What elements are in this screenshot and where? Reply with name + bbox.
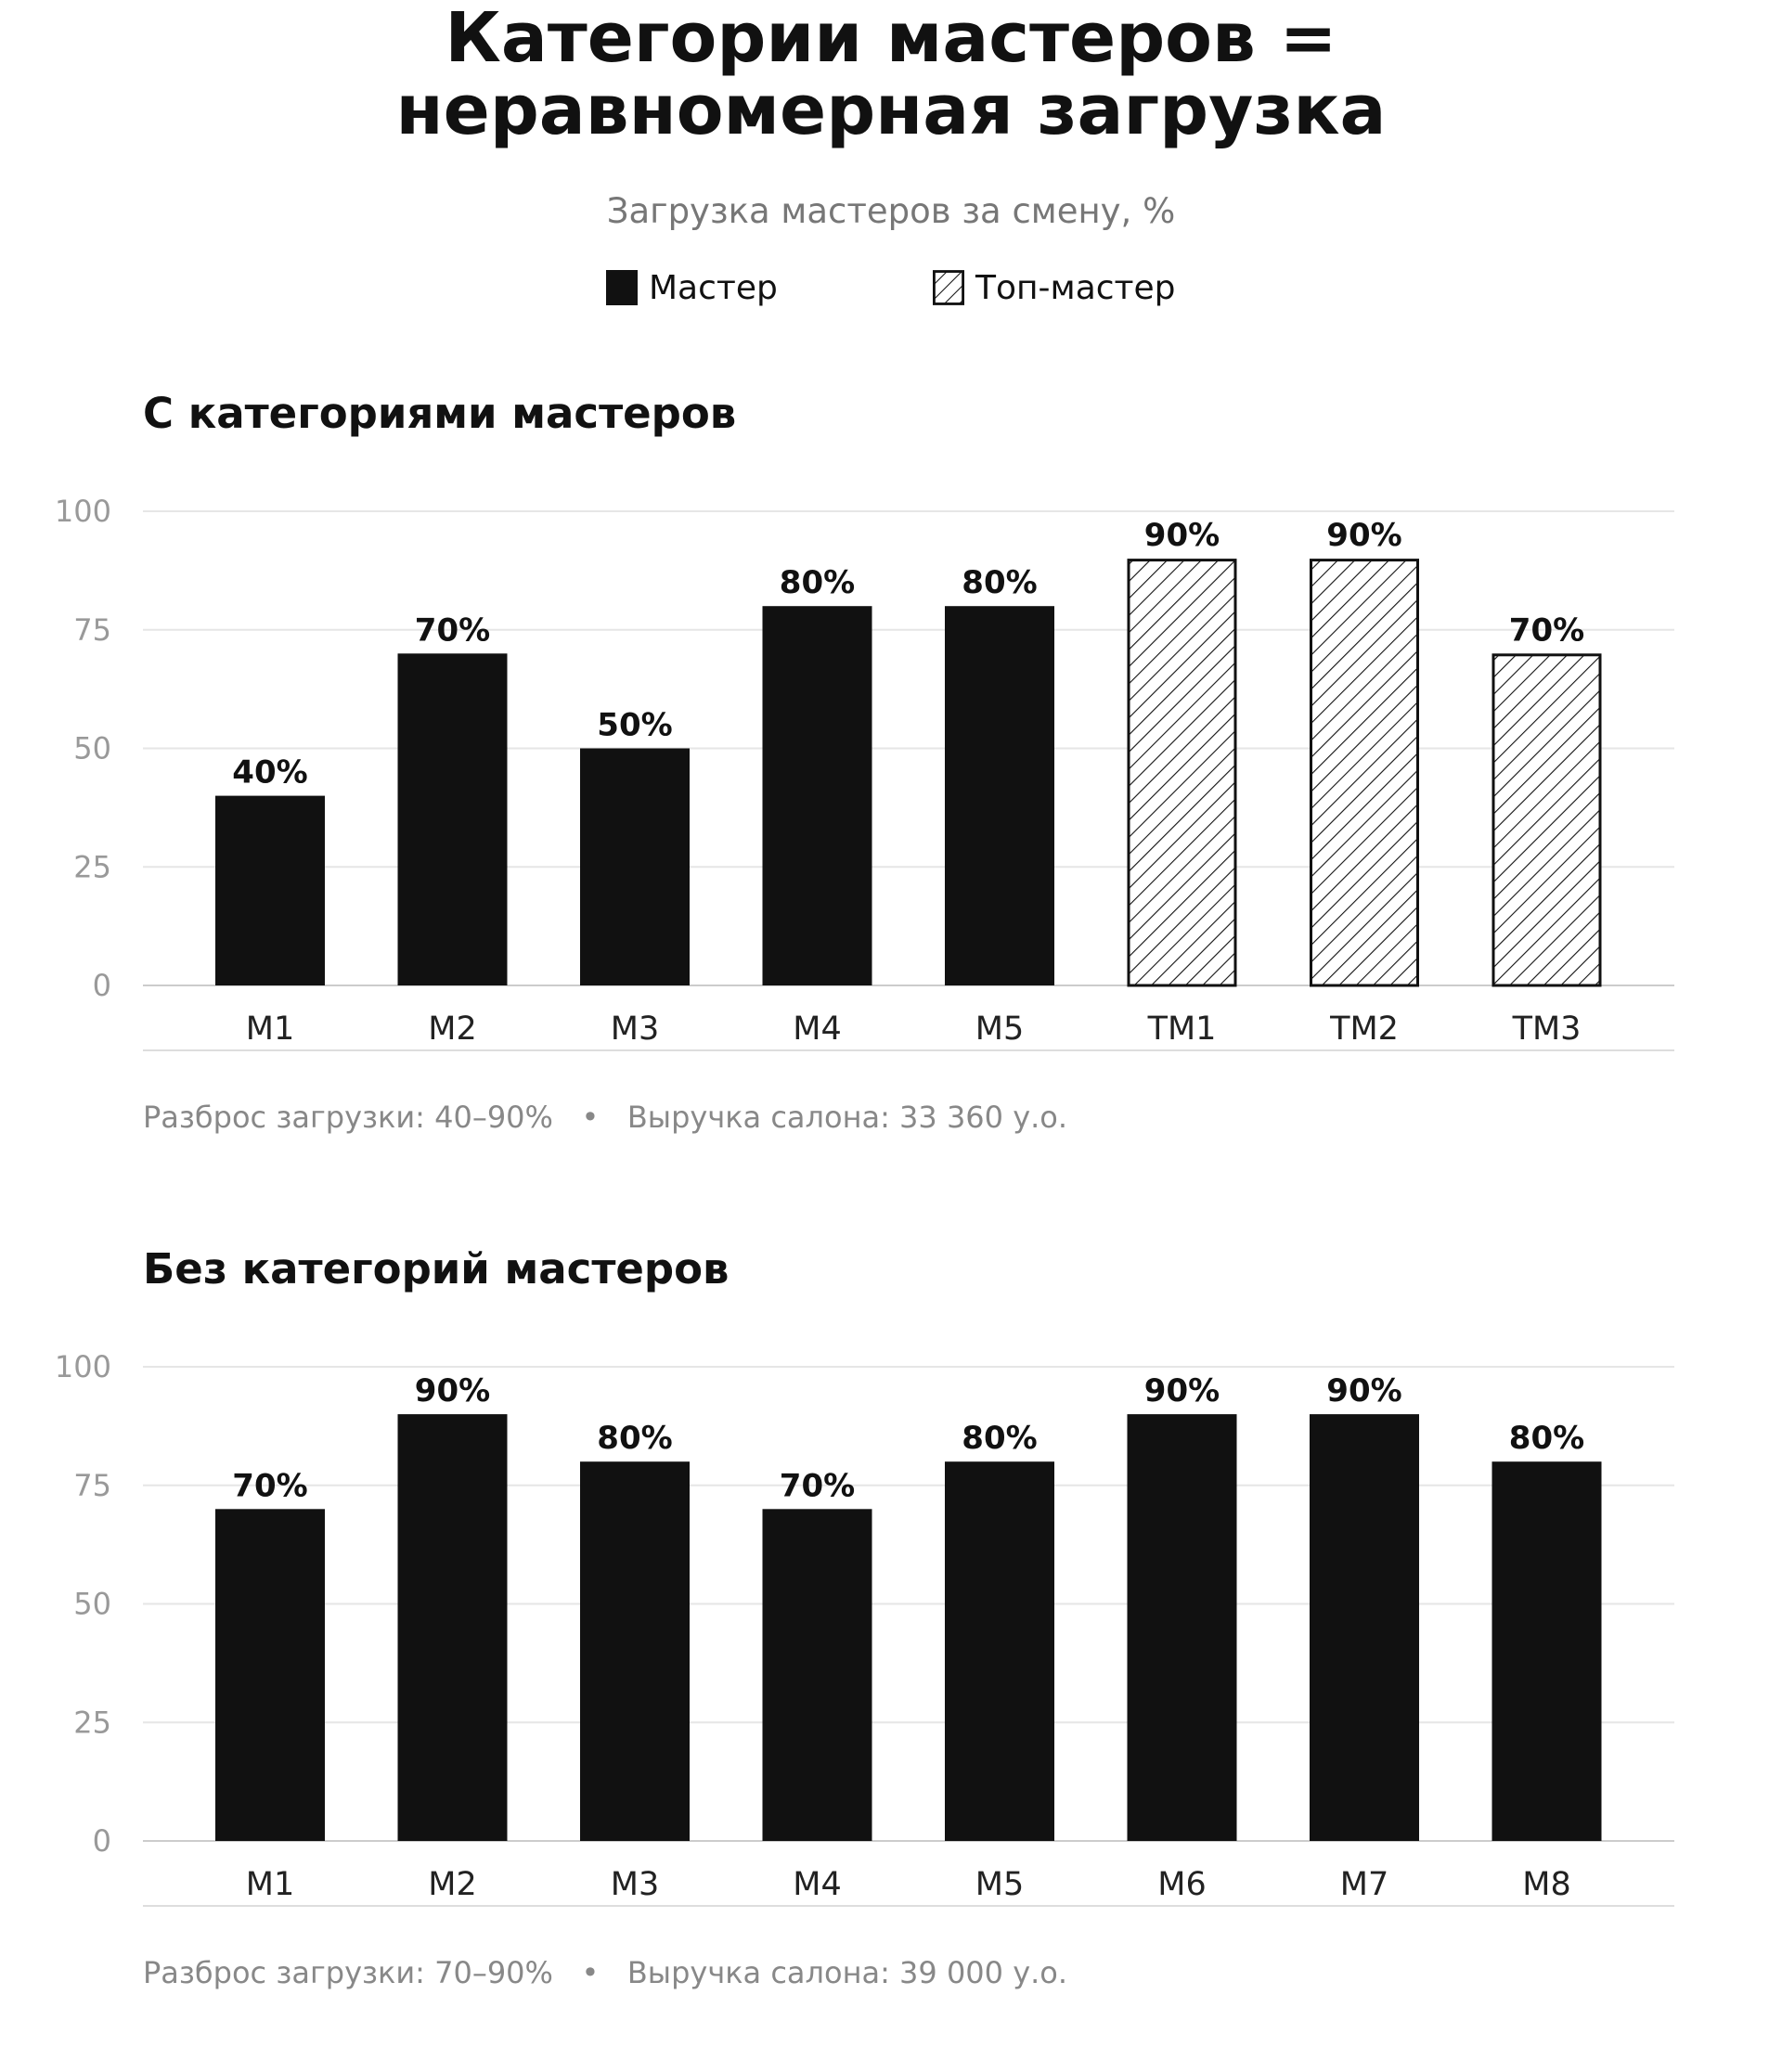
legend-swatch-hatched — [933, 270, 964, 305]
bar-value-label: 80% — [597, 1420, 672, 1457]
chart-2-footnote: Разброс загрузки: 70–90% • Выручка салон… — [143, 1955, 1068, 1990]
y-tick-label: 100 — [55, 494, 111, 529]
bar-value-label: 70% — [780, 1467, 855, 1504]
bar-m4 — [762, 606, 872, 985]
bar-m7 — [1310, 1414, 1419, 1841]
x-category-label: M7 — [1340, 1866, 1388, 1903]
x-category-label: M1 — [246, 1010, 294, 1048]
y-tick-label: 50 — [73, 731, 111, 766]
bar-m3 — [580, 748, 690, 985]
chart-2-plot: 0 25 50 75 100 70% M1 90% M2 80% M3 70% M4 80% M5 90% M6… — [55, 1349, 1674, 1907]
y-tick-label: 25 — [73, 849, 111, 884]
bar-m1 — [215, 795, 325, 985]
bar-value-label: 70% — [1509, 611, 1584, 649]
y-tick-label: 100 — [55, 1349, 111, 1384]
chart-subtitle: Загрузка мастеров за смену, % — [606, 191, 1176, 231]
y-tick-label: 0 — [93, 1823, 111, 1859]
chart-1-plot: 0 25 50 75 100 40% M1 70% M2 50% M3 80% M4 80% M5 90% TM… — [55, 494, 1674, 1051]
y-tick-label: 75 — [73, 612, 111, 648]
bar-m5 — [945, 606, 1054, 985]
x-category-label: M6 — [1157, 1866, 1206, 1903]
bar-m1 — [215, 1509, 325, 1841]
y-tick-label: 25 — [73, 1705, 111, 1740]
y-tick-label: 75 — [73, 1468, 111, 1503]
legend-label-top-master: Топ-мастер — [975, 268, 1176, 307]
bar-value-label: 80% — [780, 564, 855, 601]
bar-value-label: 50% — [597, 707, 672, 744]
chart-2-title: Без категорий мастеров — [143, 1244, 730, 1293]
bar-m6 — [1127, 1414, 1237, 1841]
bar-tm1 — [1127, 559, 1237, 987]
x-category-label: M8 — [1522, 1866, 1570, 1903]
x-category-label: M4 — [793, 1866, 841, 1903]
bar-value-label: 80% — [962, 1420, 1037, 1457]
bar-m8 — [1491, 1461, 1602, 1841]
bar-value-label: 70% — [415, 611, 490, 649]
bar-value-label: 40% — [232, 754, 307, 791]
x-category-label: M3 — [611, 1010, 659, 1048]
legend-swatch-solid — [606, 270, 638, 305]
x-category-label: M2 — [428, 1010, 476, 1048]
bar-value-label: 80% — [1509, 1420, 1584, 1457]
x-category-label: M2 — [428, 1866, 476, 1903]
x-category-label: TM2 — [1329, 1010, 1399, 1048]
legend-item-top-master: Топ-мастер — [933, 267, 1176, 308]
bar-m2 — [397, 1414, 508, 1841]
bar-m3 — [580, 1461, 690, 1841]
x-category-label: TM3 — [1512, 1010, 1582, 1048]
bar-value-label: 70% — [232, 1467, 307, 1504]
bar-value-label: 90% — [1144, 517, 1220, 554]
bar-tm2 — [1310, 559, 1419, 987]
x-category-label: M4 — [793, 1010, 841, 1048]
bar-value-label: 90% — [1326, 517, 1401, 554]
page-title: Категории мастеров = неравномерная загру… — [0, 2, 1782, 147]
bar-m4 — [762, 1509, 872, 1841]
chart-1-footnote: Разброс загрузки: 40–90% • Выручка салон… — [143, 1100, 1068, 1135]
legend-item-master: Мастер — [606, 267, 778, 308]
bar-value-label: 90% — [1144, 1372, 1220, 1409]
y-tick-label: 50 — [73, 1587, 111, 1622]
x-category-label: M5 — [975, 1010, 1024, 1048]
bar-m5 — [945, 1461, 1054, 1841]
legend-label-master: Мастер — [649, 268, 778, 307]
title-line-2: неравномерная загрузка — [395, 71, 1387, 150]
x-category-label: M5 — [975, 1866, 1024, 1903]
bar-value-label: 90% — [415, 1372, 490, 1409]
x-category-label: TM1 — [1147, 1010, 1217, 1048]
bar-tm3 — [1491, 653, 1602, 987]
y-tick-label: 0 — [93, 968, 111, 1003]
chart-1-title: С категориями мастеров — [143, 389, 737, 438]
bar-value-label: 90% — [1326, 1372, 1401, 1409]
bar-value-label: 80% — [962, 564, 1037, 601]
title-line-1: Категории мастеров = — [445, 0, 1337, 78]
x-category-label: M1 — [246, 1866, 294, 1903]
bar-m2 — [397, 653, 508, 985]
x-category-label: M3 — [611, 1866, 659, 1903]
